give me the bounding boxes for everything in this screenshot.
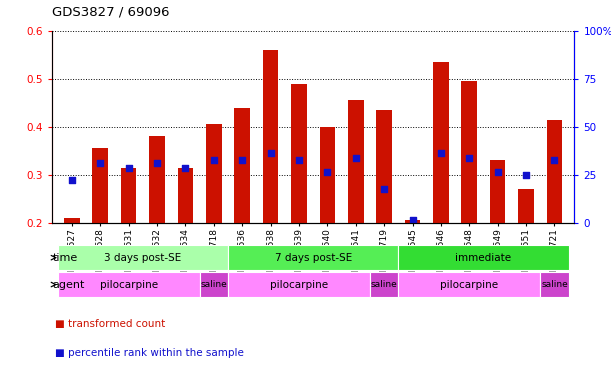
Bar [64, 218, 79, 223]
Point [180, 164, 190, 170]
Point [123, 164, 133, 170]
Point [152, 160, 162, 166]
Text: ■ percentile rank within the sample: ■ percentile rank within the sample [55, 348, 244, 358]
Bar [57, 245, 228, 270]
Text: pilocarpine: pilocarpine [270, 280, 328, 290]
Point [323, 169, 332, 175]
Bar [404, 220, 420, 223]
Point [493, 169, 503, 175]
Point [237, 157, 247, 164]
Text: immediate: immediate [455, 253, 511, 263]
Text: 3 days post-SE: 3 days post-SE [104, 253, 181, 263]
Text: agent: agent [53, 280, 85, 290]
Text: 7 days post-SE: 7 days post-SE [274, 253, 352, 263]
Text: saline: saline [200, 280, 227, 289]
Bar [461, 81, 477, 223]
Text: pilocarpine: pilocarpine [100, 280, 158, 290]
Text: pilocarpine: pilocarpine [441, 280, 499, 290]
Bar [228, 272, 370, 297]
Point [464, 155, 474, 161]
Bar [206, 124, 222, 223]
Text: saline: saline [371, 280, 398, 289]
Bar [263, 50, 279, 223]
Bar [398, 245, 569, 270]
Point [209, 157, 219, 164]
Point [95, 160, 105, 166]
Text: ■ transformed count: ■ transformed count [55, 319, 165, 329]
Text: time: time [53, 253, 78, 263]
Bar [228, 245, 398, 270]
Bar [376, 110, 392, 223]
Point [351, 155, 360, 161]
Bar [320, 127, 335, 223]
Bar [348, 100, 364, 223]
Bar [235, 108, 250, 223]
Bar [57, 272, 200, 297]
Bar [518, 189, 534, 223]
Point [67, 177, 77, 183]
Bar [547, 119, 562, 223]
Point [436, 150, 446, 156]
Bar [540, 272, 569, 297]
Point [549, 157, 559, 164]
Bar [200, 272, 228, 297]
Text: saline: saline [541, 280, 568, 289]
Point [379, 186, 389, 192]
Bar [490, 161, 505, 223]
Bar [291, 84, 307, 223]
Point [294, 157, 304, 164]
Text: GDS3827 / 69096: GDS3827 / 69096 [52, 6, 169, 19]
Point [266, 150, 276, 156]
Point [521, 172, 531, 178]
Bar [433, 62, 448, 223]
Bar [398, 272, 540, 297]
Bar [92, 148, 108, 223]
Bar [149, 136, 165, 223]
Bar [121, 167, 136, 223]
Point [408, 217, 417, 223]
Bar [178, 167, 193, 223]
Bar [370, 272, 398, 297]
